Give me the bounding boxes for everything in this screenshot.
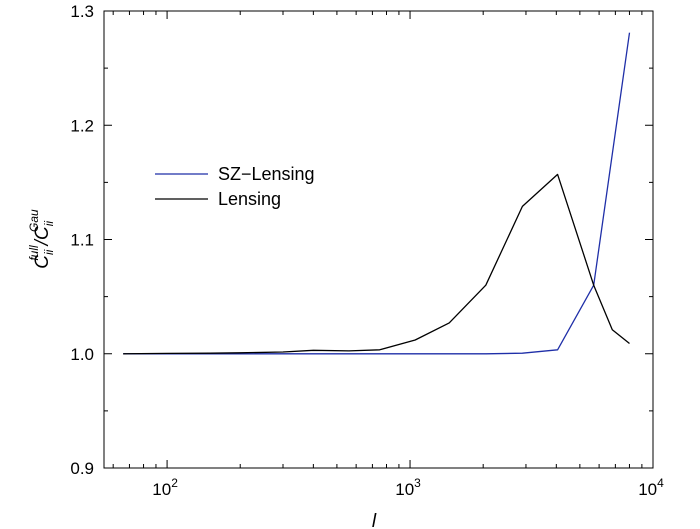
y-label-sub2: ii [42, 221, 56, 227]
plot-frame [103, 10, 654, 469]
y-tick-label: 1.3 [70, 2, 94, 21]
x-tick-label: 104 [638, 476, 664, 499]
x-tick-label: 102 [152, 476, 178, 499]
x-tick-exponent: 3 [414, 476, 421, 490]
x-tick-exponent: 2 [171, 476, 178, 490]
legend-label-sz-lensing: SZ−Lensing [218, 164, 315, 184]
y-label-sup1: full [27, 245, 41, 261]
series-line-lensing [123, 173, 630, 355]
x-tick-label: 103 [395, 476, 421, 499]
y-axis-label: Ciifull/CiiGau [27, 209, 56, 269]
legend-label-lensing: Lensing [218, 189, 281, 209]
y-tick-label: 0.9 [70, 459, 94, 478]
tick-labels: 0.9 1.0 1.1 1.2 1.3 102 103 104 [70, 2, 664, 499]
series-lines [123, 32, 631, 355]
axis-ticks [104, 10, 654, 469]
series-line-sz-lensing [123, 32, 631, 355]
x-axis-label: l [372, 511, 377, 529]
y-tick-label: 1.2 [70, 116, 94, 135]
y-tick-label: 1.0 [70, 345, 94, 364]
legend: SZ−Lensing Lensing [155, 164, 315, 209]
y-label-sub1: ii [42, 249, 56, 255]
y-tick-label: 1.1 [70, 231, 94, 250]
y-label-base2: C [32, 226, 53, 240]
x-tick-exponent: 4 [657, 476, 664, 490]
svg-text:Ciifull/CiiGau: Ciifull/CiiGau [27, 209, 56, 269]
y-label-sup2: Gau [27, 209, 41, 232]
y-label-base1: C [32, 255, 53, 269]
y-label-slash: / [32, 238, 53, 247]
